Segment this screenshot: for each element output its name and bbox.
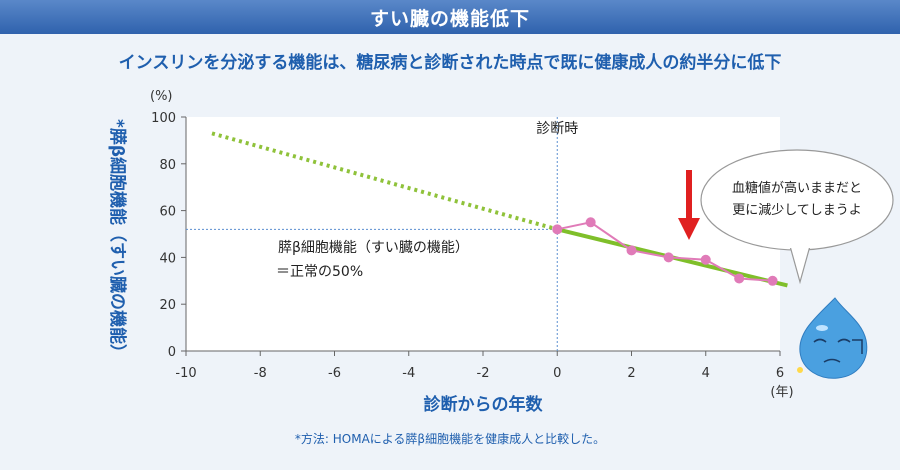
- x-tick-label: -10: [175, 366, 196, 381]
- header-banner: すい臓の機能低下: [0, 0, 900, 34]
- x-tick-label: 0: [553, 366, 561, 381]
- y-tick-label: 20: [159, 298, 176, 313]
- annotation-diagnosis: 診断時: [536, 121, 578, 137]
- down-arrow-icon: [678, 170, 700, 240]
- header-title: すい臓の機能低下: [369, 7, 530, 30]
- speech-bubble: 血糖値が高いままだと 更に減少してしまうよ: [700, 149, 894, 285]
- y-tick-label: 60: [159, 205, 176, 220]
- plot-area: [186, 117, 780, 351]
- footnote: *方法: HOMAによる膵β細胞機能を健康成人と比較した。: [294, 432, 606, 446]
- observed-point: [663, 252, 674, 263]
- x-tick-label: -4: [402, 366, 415, 381]
- y-tick-label: 40: [159, 251, 176, 266]
- droplet-character-icon: [797, 297, 868, 379]
- chart-subtitle: インスリンを分泌する機能は、糖尿病と診断された時点で既に健康成人の約半分に低下: [118, 53, 782, 73]
- observed-point: [700, 254, 711, 265]
- y-tick-label: 0: [168, 345, 176, 360]
- x-tick-label: -6: [328, 366, 341, 381]
- y-tick-label: 100: [151, 111, 176, 126]
- x-tick-label: -2: [477, 366, 490, 381]
- x-tick-label: 6: [776, 366, 784, 381]
- y-tick-label: 80: [159, 158, 176, 173]
- x-tick-label: -8: [254, 366, 267, 381]
- y-axis-label: *膵β細胞機能（すい臓の機能）: [107, 119, 128, 361]
- y-unit: (%): [150, 89, 173, 104]
- observed-point: [734, 273, 745, 284]
- observed-point: [585, 217, 596, 228]
- annotation-function-line2: ＝正常の50%: [276, 264, 363, 280]
- x-tick-label: 2: [627, 366, 635, 381]
- bubble-line-1: 血糖値が高いままだと: [732, 180, 862, 196]
- x-axis-label: 診断からの年数: [424, 394, 544, 415]
- observed-point: [767, 275, 778, 286]
- annotation-function-line1: 膵β細胞機能（すい臓の機能）: [278, 240, 469, 256]
- bubble-line-2: 更に減少してしまうよ: [732, 202, 862, 218]
- x-unit: (年): [770, 385, 793, 400]
- x-tick-label: 4: [702, 366, 710, 381]
- observed-point: [626, 245, 637, 256]
- observed-point: [552, 224, 563, 235]
